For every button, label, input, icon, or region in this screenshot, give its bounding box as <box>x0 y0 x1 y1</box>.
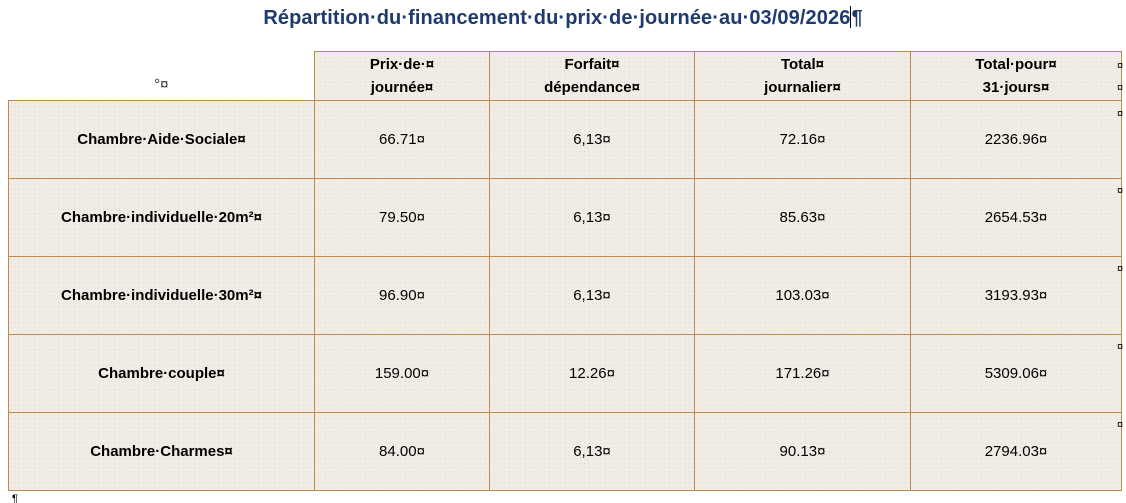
text-cursor <box>850 6 852 28</box>
header-prix-journee[interactable]: Prix·de·¤ journée¤ <box>314 51 490 101</box>
corner-mark: °¤ <box>154 76 169 94</box>
cell-total-31[interactable]: 5309.06¤ <box>910 334 1122 413</box>
cell-total-journalier[interactable]: 85.63¤ <box>694 178 911 257</box>
cell-total-journalier[interactable]: 103.03¤ <box>694 256 911 335</box>
paragraph-mark: ¶ <box>12 493 18 503</box>
cell-total-31[interactable]: 2236.96¤ <box>910 100 1122 179</box>
row-label-cell[interactable]: Chambre·individuelle·30m²¤ <box>8 256 315 335</box>
cell-total-journalier[interactable]: 171.26¤ <box>694 334 911 413</box>
cell-total-31[interactable]: 2654.53¤ <box>910 178 1122 257</box>
row-end-mark: ¤ <box>1117 185 1124 197</box>
cell-forfait[interactable]: 6,13¤ <box>489 412 695 491</box>
header-line: journalier¤ <box>764 79 841 96</box>
row-label-cell[interactable]: Chambre·couple¤ <box>8 334 315 413</box>
cell-total-journalier[interactable]: 90.13¤ <box>694 412 911 491</box>
table-row: Chambre·couple¤ 159.00¤ 12.26¤ 171.26¤ 5… <box>8 334 1122 413</box>
table-row: Chambre·individuelle·30m²¤ 96.90¤ 6,13¤ … <box>8 256 1122 335</box>
cell-total-31[interactable]: 2794.03¤ <box>910 412 1122 491</box>
row-end-mark: ¤ <box>1117 82 1124 94</box>
row-end-mark: ¤ <box>1117 263 1124 275</box>
cell-prix[interactable]: 79.50¤ <box>314 178 490 257</box>
row-end-mark: ¤ <box>1117 341 1124 353</box>
table-row: Chambre·Charmes¤ 84.00¤ 6,13¤ 90.13¤ 279… <box>8 412 1122 491</box>
cell-prix[interactable]: 84.00¤ <box>314 412 490 491</box>
row-label-cell[interactable]: Chambre·Aide·Sociale¤ <box>8 100 315 179</box>
header-line: 31·jours¤ <box>982 79 1050 96</box>
header-line: Total¤ <box>780 56 825 73</box>
row-label-cell[interactable]: Chambre·Charmes¤ <box>8 412 315 491</box>
cell-forfait[interactable]: 6,13¤ <box>489 256 695 335</box>
financing-table[interactable]: °¤ Prix·de·¤ journée¤ Forfait¤ dépendanc… <box>8 51 1122 491</box>
title-paragraph-mark: ¶ <box>851 7 863 29</box>
cell-forfait[interactable]: 6,13¤ <box>489 100 695 179</box>
header-line: dépendance¤ <box>544 79 640 96</box>
header-total-31-jours[interactable]: Total·pour¤ 31·jours¤ <box>910 51 1122 101</box>
title-text: Répartition·du·financement·du·prix·de·jo… <box>263 7 851 29</box>
cell-total-31[interactable]: 3193.93¤ <box>910 256 1122 335</box>
cell-forfait[interactable]: 6,13¤ <box>489 178 695 257</box>
table-row: Chambre·individuelle·20m²¤ 79.50¤ 6,13¤ … <box>8 178 1122 257</box>
cell-forfait[interactable]: 12.26¤ <box>489 334 695 413</box>
cell-prix[interactable]: 66.71¤ <box>314 100 490 179</box>
header-row: °¤ Prix·de·¤ journée¤ Forfait¤ dépendanc… <box>8 51 1122 101</box>
header-line: Total·pour¤ <box>975 56 1057 73</box>
header-line: journée¤ <box>370 79 434 96</box>
cell-total-journalier[interactable]: 72.16¤ <box>694 100 911 179</box>
row-label-cell[interactable]: Chambre·individuelle·20m²¤ <box>8 178 315 257</box>
header-line: Prix·de·¤ <box>369 56 435 73</box>
corner-cell[interactable]: °¤ <box>8 51 315 101</box>
document-title[interactable]: Répartition·du·financement·du·prix·de·jo… <box>0 6 1126 30</box>
row-end-mark: ¤ <box>1117 419 1124 431</box>
cell-prix[interactable]: 96.90¤ <box>314 256 490 335</box>
header-total-journalier[interactable]: Total¤ journalier¤ <box>694 51 911 101</box>
table-row: Chambre·Aide·Sociale¤ 66.71¤ 6,13¤ 72.16… <box>8 100 1122 179</box>
row-end-mark: ¤ <box>1117 60 1124 72</box>
cell-prix[interactable]: 159.00¤ <box>314 334 490 413</box>
header-forfait-dependance[interactable]: Forfait¤ dépendance¤ <box>489 51 695 101</box>
header-line: Forfait¤ <box>564 56 620 73</box>
row-end-mark: ¤ <box>1117 108 1124 120</box>
